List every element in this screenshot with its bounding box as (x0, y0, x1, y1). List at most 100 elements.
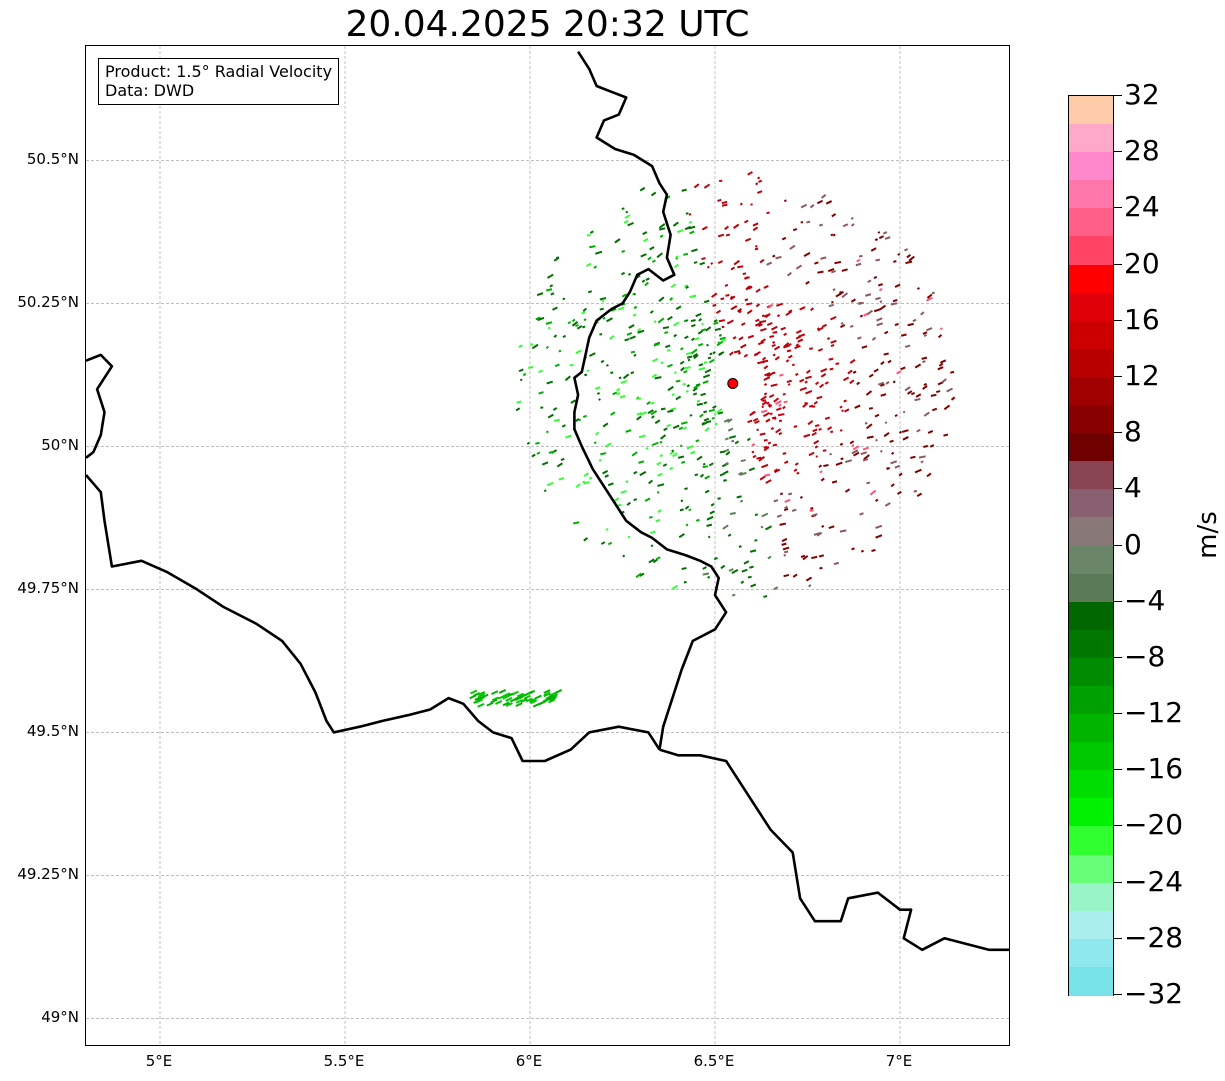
radar-echo (530, 699, 538, 705)
radar-echo (831, 213, 837, 218)
radar-echo (861, 345, 868, 349)
radar-echo (887, 359, 892, 364)
radar-echo (659, 227, 666, 231)
radar-echo (754, 539, 758, 542)
radar-echo (808, 451, 815, 457)
radar-echo (761, 400, 768, 406)
radar-echo (746, 309, 753, 315)
radar-echo (667, 409, 674, 413)
radar-echo (647, 409, 654, 414)
radar-echo (647, 256, 652, 261)
radar-echo (729, 351, 734, 356)
radar-echo (700, 328, 707, 332)
radar-echo (627, 535, 631, 539)
radar-echo (884, 502, 891, 507)
radar-echo (692, 387, 698, 392)
radar-echo (547, 326, 551, 330)
radar-echo (526, 441, 530, 445)
radar-echo (875, 534, 883, 539)
radar-echo (766, 401, 770, 405)
radar-echo (816, 395, 823, 400)
radar-echo (879, 449, 883, 453)
radar-echo (711, 416, 715, 420)
radar-echo (824, 381, 829, 385)
radar-echo (729, 295, 734, 299)
radar-echo (703, 401, 708, 405)
radar-echo (767, 372, 773, 377)
radar-echo (738, 336, 744, 341)
radar-echo (708, 408, 715, 413)
radar-echo (804, 380, 808, 384)
radar-echo (624, 214, 631, 219)
radar-echo (814, 424, 820, 428)
radar-echo (671, 392, 675, 397)
colorbar-tick (1114, 375, 1122, 377)
radar-echo (659, 454, 663, 457)
radar-echo (672, 424, 680, 429)
radar-echo (930, 393, 937, 397)
colorbar-tick-label: −4 (1124, 583, 1166, 617)
radar-echo (799, 495, 803, 499)
radar-echo (599, 307, 604, 311)
radar-echo (727, 427, 734, 432)
radar-echo (745, 285, 751, 290)
radar-echo (914, 468, 922, 474)
radar-echo (586, 233, 591, 237)
radar-echo (575, 323, 579, 328)
radar-echo (864, 421, 868, 425)
radar-echo (645, 277, 650, 281)
radar-echo (637, 327, 642, 332)
radar-echo (813, 439, 820, 445)
radar-echo (851, 449, 859, 455)
radar-echo (519, 693, 528, 699)
radar-echo (749, 410, 756, 417)
radar-echo (763, 392, 768, 396)
radar-echo (894, 414, 898, 418)
radar-echo (627, 221, 634, 227)
radar-echo (717, 198, 722, 202)
radar-echo (844, 488, 851, 493)
radar-echo (826, 337, 831, 340)
radar-echo (738, 471, 743, 476)
radar-echo (676, 229, 684, 234)
radar-echo (717, 233, 725, 238)
radar-echo (816, 531, 823, 537)
radar-echo (744, 298, 749, 302)
radar-echo (747, 575, 752, 579)
radar-echo (700, 392, 706, 397)
radar-echo (774, 345, 781, 351)
radar-echo (646, 401, 651, 406)
radar-echo (519, 378, 523, 382)
radar-echo (788, 492, 793, 496)
radar-echo (697, 343, 704, 347)
radar-echo (862, 458, 869, 462)
radar-echo (760, 395, 767, 401)
radar-echo (722, 524, 729, 530)
radar-echo (691, 348, 698, 355)
radar-echo (740, 459, 746, 463)
radar-echo (741, 322, 746, 326)
radar-echo (898, 472, 903, 477)
radar-echo (695, 439, 700, 443)
lat-tick-label: 49.5°N (26, 722, 79, 741)
radar-echo (882, 231, 888, 235)
map-panel[interactable]: Product: 1.5° Radial Velocity Data: DWD (85, 45, 1010, 1046)
radar-echo (685, 285, 689, 290)
radar-echo (589, 230, 594, 234)
radar-echo (805, 280, 810, 285)
lat-tick-label: 50.25°N (17, 293, 79, 312)
radar-echo (643, 238, 649, 243)
colorbar-tick (1114, 713, 1122, 715)
radar-echo (775, 428, 782, 434)
radar-echo (556, 462, 563, 468)
colorbar-tick-label: −16 (1124, 752, 1184, 786)
map-canvas[interactable] (86, 46, 1010, 1046)
radar-echo (783, 550, 789, 554)
radar-echo (685, 351, 693, 356)
radar-echo (691, 337, 695, 342)
radar-echo (680, 366, 685, 372)
radar-echo (879, 300, 883, 303)
radar-echo (620, 380, 628, 384)
radar-echo (518, 344, 523, 349)
radar-echo (853, 451, 860, 457)
